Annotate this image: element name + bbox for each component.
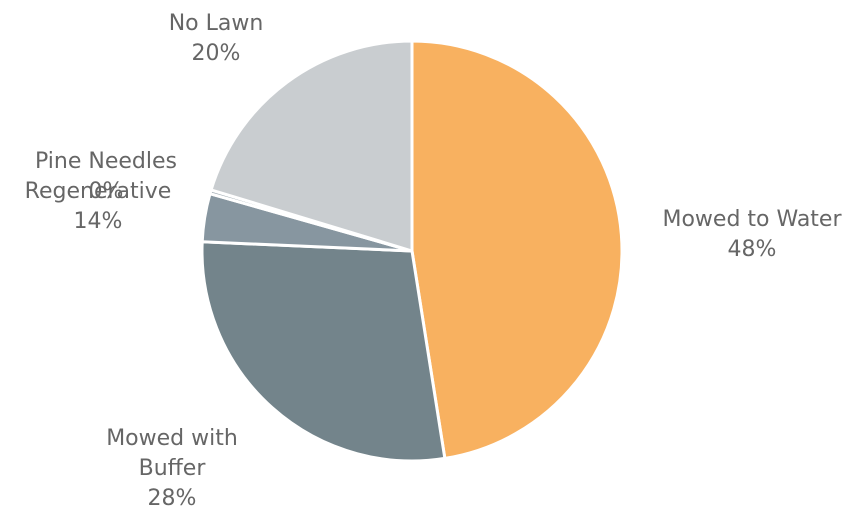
label-percent: 28%: [148, 486, 197, 510]
slice-no-lawn: [209, 39, 414, 253]
label-text: Mowed with: [106, 426, 238, 451]
label-text: Pine Needles: [35, 149, 177, 174]
label-percent: 14%: [74, 209, 123, 234]
pie-slices: [200, 39, 624, 463]
label-mowed-with-buffer: Mowed with Buffer 28%: [106, 426, 238, 510]
label-text: Regenerative: [25, 179, 172, 204]
label-mowed-to-water: Mowed to Water 48%: [662, 207, 842, 262]
label-percent: 0%: [89, 179, 124, 204]
slice-mowed-with-buffer: [200, 240, 447, 463]
label-pine-needles: Pine Needles 0%: [35, 149, 177, 204]
label-no-lawn: No Lawn 20%: [169, 11, 264, 66]
label-text: Mowed to Water: [662, 207, 842, 232]
label-text: Buffer: [139, 456, 207, 481]
pie-labels: Mowed to Water 48% Mowed with Buffer 28% Rege…: [25, 11, 843, 510]
label-regenerative: Regenerative 14%: [25, 179, 172, 234]
label-percent: 20%: [192, 41, 241, 66]
slice-mowed-to-water: [410, 39, 624, 460]
label-percent: 48%: [728, 237, 777, 262]
label-text: No Lawn: [169, 11, 264, 36]
